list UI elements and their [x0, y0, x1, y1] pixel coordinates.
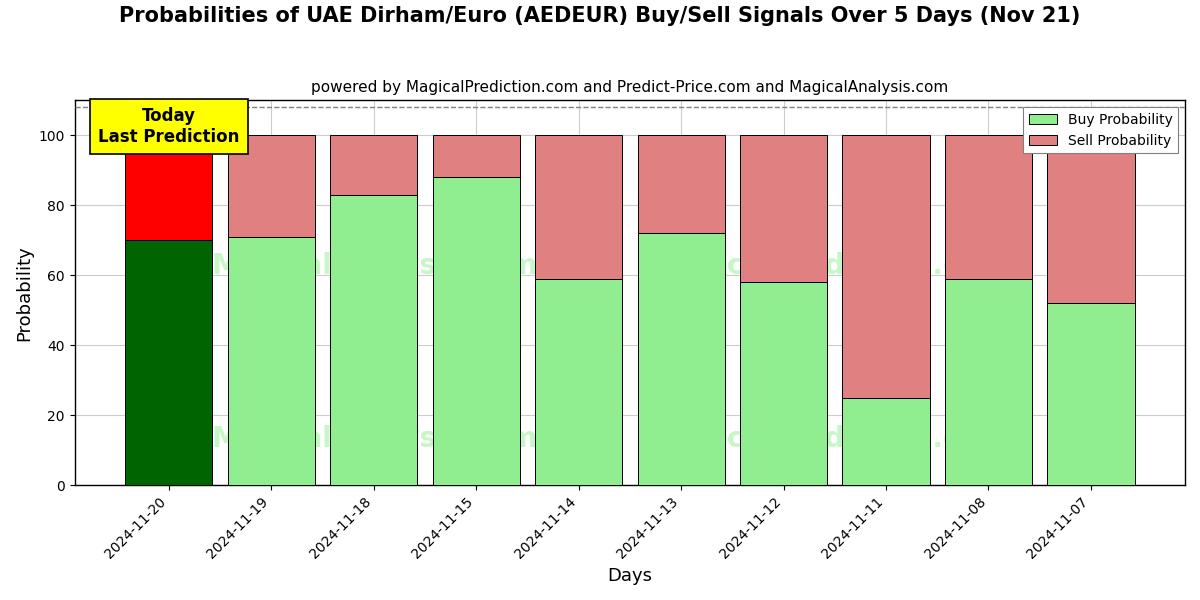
- Bar: [535, 279, 622, 485]
- Bar: [1048, 303, 1134, 485]
- Bar: [1048, 136, 1134, 303]
- Bar: [432, 177, 520, 485]
- Bar: [740, 136, 827, 282]
- Bar: [330, 195, 418, 485]
- Y-axis label: Probability: Probability: [16, 245, 34, 341]
- Text: Probabilities of UAE Dirham/Euro (AEDEUR) Buy/Sell Signals Over 5 Days (Nov 21): Probabilities of UAE Dirham/Euro (AEDEUR…: [119, 6, 1081, 26]
- Bar: [228, 237, 314, 485]
- Bar: [740, 282, 827, 485]
- Text: MagicalPrediction.com: MagicalPrediction.com: [652, 425, 1008, 453]
- Title: powered by MagicalPrediction.com and Predict-Price.com and MagicalAnalysis.com: powered by MagicalPrediction.com and Pre…: [311, 80, 948, 95]
- Bar: [432, 136, 520, 177]
- X-axis label: Days: Days: [607, 567, 653, 585]
- Text: MagicalPrediction.com: MagicalPrediction.com: [652, 252, 1008, 280]
- Text: MagicalAnalysis.com: MagicalAnalysis.com: [211, 425, 538, 453]
- Legend: Buy Probability, Sell Probability: Buy Probability, Sell Probability: [1024, 107, 1178, 154]
- Bar: [637, 233, 725, 485]
- Bar: [944, 279, 1032, 485]
- Text: Today
Last Prediction: Today Last Prediction: [98, 107, 239, 146]
- Bar: [125, 240, 212, 485]
- Bar: [842, 136, 930, 398]
- Bar: [637, 136, 725, 233]
- Bar: [842, 398, 930, 485]
- Bar: [330, 136, 418, 195]
- Bar: [535, 136, 622, 279]
- Bar: [125, 136, 212, 240]
- Text: MagicalAnalysis.com: MagicalAnalysis.com: [211, 252, 538, 280]
- Bar: [944, 136, 1032, 279]
- Bar: [228, 136, 314, 237]
